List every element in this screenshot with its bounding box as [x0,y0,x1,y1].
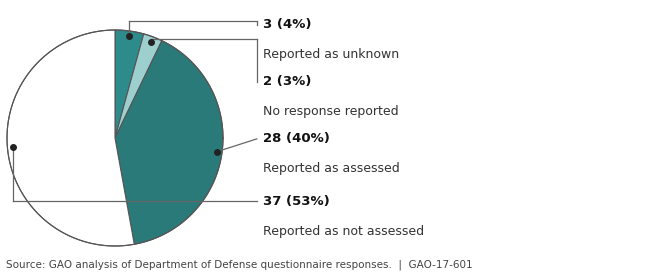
Text: Reported as not assessed: Reported as not assessed [263,225,424,238]
Text: 3 (4%): 3 (4%) [263,18,312,31]
Text: No response reported: No response reported [263,105,399,118]
Text: 2 (3%): 2 (3%) [263,75,311,88]
Text: Reported as unknown: Reported as unknown [263,48,399,61]
PathPatch shape [115,34,162,138]
PathPatch shape [7,30,135,246]
Text: 28 (40%): 28 (40%) [263,132,330,145]
Text: Reported as assessed: Reported as assessed [263,162,400,175]
PathPatch shape [115,30,144,138]
Text: Source: GAO analysis of Department of Defense questionnaire responses.  |  GAO-1: Source: GAO analysis of Department of De… [6,260,473,270]
Text: 37 (53%): 37 (53%) [263,195,330,208]
PathPatch shape [115,41,223,244]
